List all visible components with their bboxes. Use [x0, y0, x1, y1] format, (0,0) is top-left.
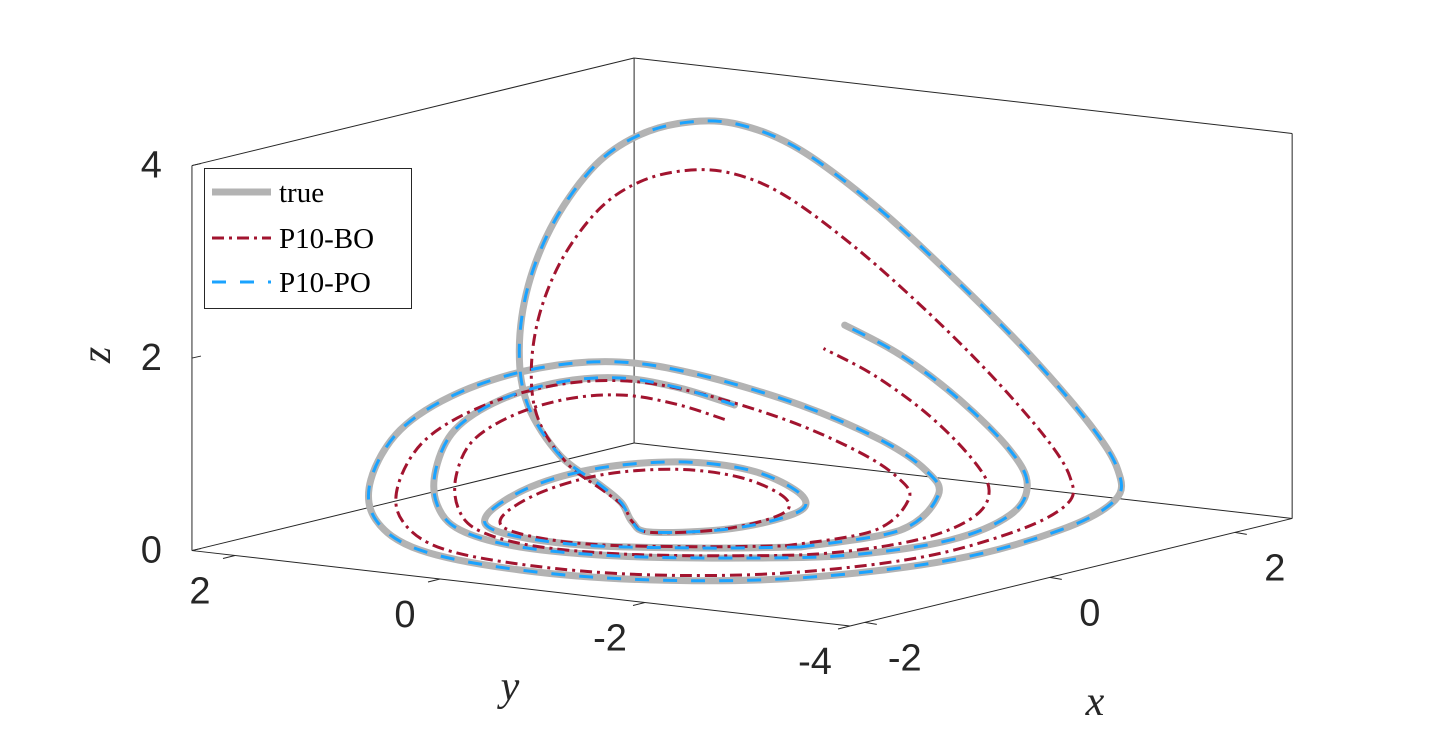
top-edge-left [191, 57, 635, 167]
y-tick-label: -2 [593, 618, 627, 660]
y-tick [837, 625, 851, 630]
series-p10-bo-segment-1 [453, 347, 991, 558]
legend-item-p10-bo: P10-BO [212, 223, 374, 255]
legend-label-p10-bo: P10-BO [279, 223, 374, 255]
floor-back-edge-left [191, 442, 635, 552]
y-tick-label: 2 [189, 571, 210, 613]
z-tick-label: 4 [141, 145, 162, 187]
trajectory-curves [364, 117, 1126, 585]
y-tick [632, 602, 646, 606]
y-tick [222, 555, 236, 559]
x-tick [864, 621, 877, 625]
legend-item-p10-po: P10-PO [212, 267, 371, 299]
series-p10-po-segment-1 [432, 323, 1029, 560]
x-tick-label: 2 [1264, 547, 1285, 589]
z-tick [191, 163, 202, 167]
y-tick-label: -4 [798, 641, 832, 683]
legend-label-p10-po: P10-PO [279, 267, 371, 299]
floor-back-edge-right [634, 442, 1293, 519]
z-axis-label: z [74, 347, 120, 364]
x-axis-line [849, 517, 1293, 627]
z-tick-label: 2 [141, 337, 162, 379]
y-tick-label: 0 [394, 594, 415, 636]
legend-item-true: true [212, 177, 324, 209]
y-axis-line [191, 550, 851, 627]
legend: true P10-BO P10-PO [204, 168, 412, 309]
series-p10-po-segment-2 [366, 119, 1124, 583]
x-tick [1049, 576, 1062, 580]
x-axis-label: x [1085, 679, 1105, 725]
x-tick-label: -2 [888, 637, 922, 679]
axes-box [191, 57, 1293, 627]
legend-label-true: true [279, 177, 324, 209]
z-tick [191, 548, 202, 552]
z-tick-label: 0 [141, 530, 162, 572]
y-axis-label: y [497, 664, 520, 710]
y-tick [427, 578, 441, 583]
x-tick-label: 0 [1079, 592, 1100, 634]
series-p10-bo-segment-2 [394, 168, 1075, 578]
x-tick [1234, 531, 1247, 535]
top-edge-right [634, 57, 1293, 134]
z-tick [191, 355, 202, 359]
